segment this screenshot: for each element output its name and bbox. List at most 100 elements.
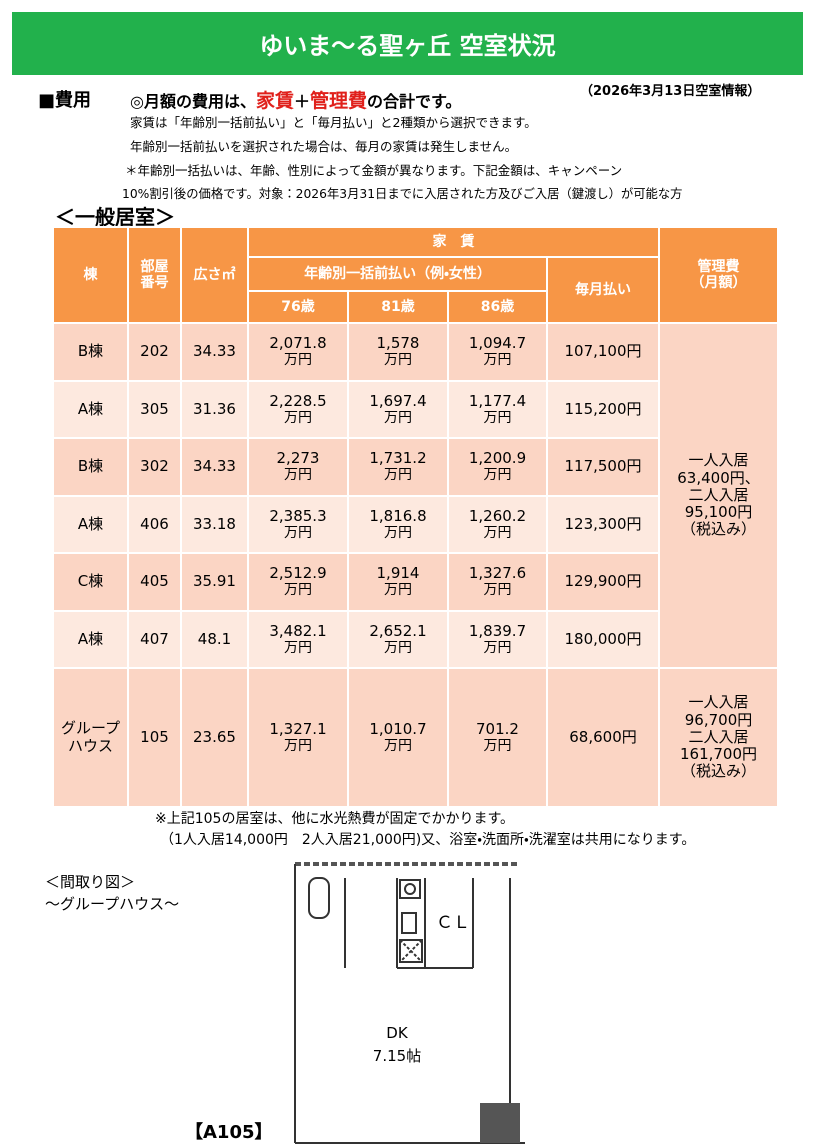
cell-text: 305 <box>140 399 169 418</box>
cell-text: 123,300円 <box>564 514 642 533</box>
cell-text: A棟 <box>77 629 104 648</box>
price-cell: 1,010.7 万円 <box>347 667 449 808</box>
cell-text: 1,094.7 <box>468 334 527 353</box>
cell-text: 96,700円 <box>684 710 753 729</box>
price-cell: 701.2 万円 <box>447 667 548 808</box>
cost-line: ＊年齢別一括払いは、年齢、性別によって金額が異なります。下記金額は、キャンペーン <box>125 163 623 178</box>
cell-text: 年齢別一括前払い（例・女性） <box>304 265 491 282</box>
room-cell: 407 <box>127 609 182 669</box>
unit: 万円 <box>284 639 312 656</box>
wall-block <box>480 1103 520 1143</box>
cell-text: A棟 <box>77 514 104 533</box>
cell-text: 番号 <box>140 275 169 291</box>
area-cell: 33.18 <box>180 494 249 554</box>
monthly-cell: 123,300円 <box>546 494 660 554</box>
building-cell: A棟 <box>52 494 129 554</box>
header-cell: 管理費 （月額） <box>658 226 779 324</box>
table-row: B棟 202 34.33 2,071.8 万円 1,578 万円 1,094.7 万円 107,1… <box>52 322 779 669</box>
cell-text: B棟 <box>77 457 104 476</box>
fee-cell: 一人入居 96,700円 二人入居 161,700円 （税込み） <box>658 667 779 808</box>
monthly-cell: 107,100円 <box>546 322 660 382</box>
room-cell: 105 <box>127 667 182 808</box>
room-cell: 302 <box>127 437 182 497</box>
table-row: グループ ハウス 105 23.65 1,327.1 万円 1,010.7 万円 701.2 万円… <box>52 667 779 808</box>
unit: 万円 <box>284 409 312 426</box>
note: ※上記105の居室は、他に水光熱費が固定でかかります。 <box>155 811 515 827</box>
price-cell: 2,071.8 万円 <box>247 322 349 382</box>
cell-text: 1,578 <box>376 334 420 353</box>
section-title: ＜一般居室＞ <box>55 205 175 229</box>
note: （1人入居14,000円 2人入居21,000円)又、浴室・洗面所・洗濯室は共用… <box>160 832 696 848</box>
cell-text: 棟 <box>83 266 98 283</box>
cell-text: 405 <box>140 572 169 591</box>
unit: 万円 <box>384 524 412 541</box>
cell-text: C棟 <box>77 572 104 591</box>
cell-text: 86歳 <box>480 298 515 315</box>
unit: 万円 <box>483 639 512 656</box>
cell-text: 302 <box>140 457 169 476</box>
unit: 万円 <box>483 524 512 541</box>
cell-text: 34.33 <box>193 342 236 361</box>
cell-text: 2,385.3 <box>269 506 327 525</box>
building-cell: グループ ハウス <box>52 667 129 808</box>
cost-label: ■費用 <box>38 90 92 111</box>
cell-text: 48.1 <box>197 629 232 648</box>
cell-text: 23.65 <box>193 727 236 746</box>
unit: 万円 <box>483 467 512 484</box>
cell-text: 202 <box>140 342 169 361</box>
price-cell: 1,578 万円 <box>347 322 449 382</box>
cell-text: 2,512.9 <box>269 564 327 583</box>
header-cell: 棟 <box>52 226 129 324</box>
cell-text: 2,228.5 <box>269 391 327 410</box>
price-cell: 2,512.9 万円 <box>247 552 349 612</box>
cell-text: 33.18 <box>193 514 236 533</box>
building-cell: B棟 <box>52 437 129 497</box>
cell-text: 1,200.9 <box>468 449 527 468</box>
cell-text: 129,900円 <box>564 572 642 591</box>
unit: 万円 <box>284 467 312 484</box>
unit: 万円 <box>384 352 412 369</box>
cell-text: 2,273 <box>276 449 320 468</box>
price-cell: 3,482.1 万円 <box>247 609 349 669</box>
cell-text: 701.2 <box>476 719 519 738</box>
header-cell: 年齢別一括前払い（例・女性） <box>247 256 548 292</box>
cell-text: 2,652.1 <box>369 621 427 640</box>
price-cell: 2,228.5 万円 <box>247 379 349 439</box>
table-row: A棟 407 48.1 3,482.1 万円 2,652.1 万円 1,839.7 万円 180,… <box>52 609 778 669</box>
table-row: B棟 302 34.33 2,273 万円 1,731.2 万円 1,200.9 万円 117,5… <box>52 437 778 497</box>
unit: 万円 <box>384 409 412 426</box>
unit: 万円 <box>284 352 312 369</box>
cell-text: 31.36 <box>193 399 236 418</box>
cell-text: 部屋 <box>140 258 169 275</box>
price-cell: 1,816.8 万円 <box>347 494 449 554</box>
fee-cell: 一人入居 63,400円、 二人入居 95,100円 （税込み） <box>658 322 779 669</box>
cell-text: （月額） <box>690 275 747 291</box>
cell-text: 1,914 <box>376 564 420 583</box>
price-cell: 1,094.7 万円 <box>447 322 548 382</box>
cell-text: 115,200円 <box>564 399 642 418</box>
unit: 万円 <box>284 524 312 541</box>
cost-intro: ◎月額の費用は、家賃＋管理費の合計です。 <box>130 86 461 113</box>
table-row: 年齢別一括前払い（例・女性） 毎月払い <box>53 256 778 324</box>
cell-text: 管理費 <box>697 258 740 275</box>
header-cell: 76歳 <box>247 290 349 324</box>
area-cell: 23.65 <box>180 667 249 808</box>
cell-text: 107,100円 <box>564 342 642 361</box>
cell-text: 1,327.6 <box>468 564 527 583</box>
cell-text: 1,010.7 <box>369 719 427 738</box>
header-cell: 81歳 <box>347 290 449 324</box>
title: ゆいま～る聖ヶ丘 空室状況 <box>259 32 556 60</box>
cell-text: （税込み） <box>680 520 756 539</box>
unit: 万円 <box>384 639 412 656</box>
cell-text: 家 賃 <box>432 233 475 250</box>
unit: 万円 <box>483 582 512 599</box>
price-cell: 1,177.4 万円 <box>447 379 548 439</box>
table-row: 76歳 81歳 86歳 <box>53 290 778 324</box>
monthly-cell: 129,900円 <box>546 552 660 612</box>
table-row: A棟 406 33.18 2,385.3 万円 1,816.8 万円 1,260.2 万円 123… <box>52 494 778 554</box>
cell-text: 95,100円 <box>684 503 753 522</box>
date: （2026年3月13日空室情報） <box>580 84 761 99</box>
